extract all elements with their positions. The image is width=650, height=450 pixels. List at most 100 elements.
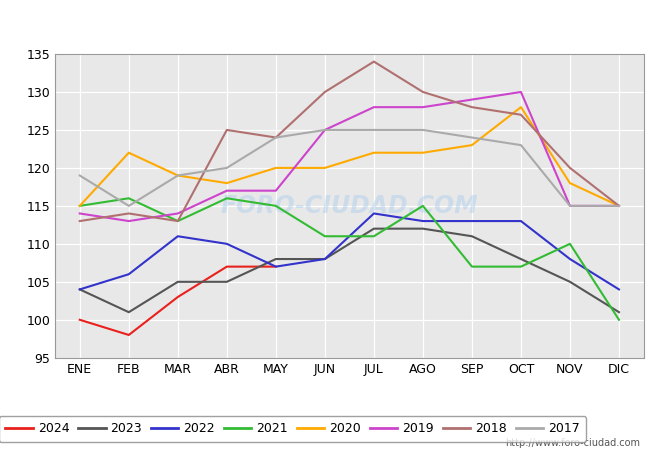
2022 <box>125 271 133 277</box>
2021 <box>517 264 525 269</box>
2018 <box>370 59 378 64</box>
2020 <box>615 203 623 209</box>
2017 <box>419 127 427 133</box>
Text: FORO-CIUDAD.COM: FORO-CIUDAD.COM <box>220 194 478 218</box>
2022 <box>468 218 476 224</box>
Line: 2022: 2022 <box>80 213 619 289</box>
2017 <box>272 135 280 140</box>
2018 <box>223 127 231 133</box>
2024 <box>272 264 280 269</box>
2021 <box>223 196 231 201</box>
2019 <box>223 188 231 194</box>
2022 <box>615 287 623 292</box>
2022 <box>321 256 329 262</box>
2020 <box>566 180 574 186</box>
2019 <box>419 104 427 110</box>
2017 <box>370 127 378 133</box>
2017 <box>125 203 133 209</box>
2018 <box>468 104 476 110</box>
2022 <box>76 287 84 292</box>
Line: 2018: 2018 <box>80 62 619 221</box>
2019 <box>517 89 525 94</box>
Text: http://www.foro-ciudad.com: http://www.foro-ciudad.com <box>505 438 640 448</box>
2023 <box>125 310 133 315</box>
2021 <box>272 203 280 209</box>
2020 <box>223 180 231 186</box>
2019 <box>76 211 84 216</box>
2017 <box>615 203 623 209</box>
2023 <box>566 279 574 284</box>
2021 <box>174 218 182 224</box>
2022 <box>272 264 280 269</box>
Line: 2020: 2020 <box>80 107 619 206</box>
2017 <box>76 173 84 178</box>
2021 <box>125 196 133 201</box>
2023 <box>419 226 427 231</box>
2017 <box>174 173 182 178</box>
2017 <box>517 142 525 148</box>
2020 <box>517 104 525 110</box>
2020 <box>76 203 84 209</box>
2023 <box>370 226 378 231</box>
2017 <box>223 165 231 171</box>
2019 <box>468 97 476 102</box>
2019 <box>370 104 378 110</box>
2020 <box>125 150 133 155</box>
Legend: 2024, 2023, 2022, 2021, 2020, 2019, 2018, 2017: 2024, 2023, 2022, 2021, 2020, 2019, 2018… <box>0 416 586 441</box>
2018 <box>566 165 574 171</box>
2019 <box>125 218 133 224</box>
2021 <box>370 234 378 239</box>
2018 <box>615 203 623 209</box>
2024 <box>174 294 182 300</box>
2021 <box>419 203 427 209</box>
2017 <box>468 135 476 140</box>
2018 <box>517 112 525 117</box>
2022 <box>419 218 427 224</box>
2024 <box>223 264 231 269</box>
2021 <box>468 264 476 269</box>
2017 <box>566 203 574 209</box>
2023 <box>272 256 280 262</box>
2019 <box>566 203 574 209</box>
2020 <box>468 142 476 148</box>
Text: Afiliados en Herreruela de Oropesa a 31/5/2024: Afiliados en Herreruela de Oropesa a 31/… <box>127 14 523 33</box>
2023 <box>223 279 231 284</box>
2020 <box>272 165 280 171</box>
2022 <box>174 234 182 239</box>
2018 <box>125 211 133 216</box>
2018 <box>272 135 280 140</box>
2023 <box>468 234 476 239</box>
2021 <box>76 203 84 209</box>
2018 <box>76 218 84 224</box>
2022 <box>517 218 525 224</box>
2021 <box>566 241 574 247</box>
Line: 2021: 2021 <box>80 198 619 320</box>
2019 <box>174 211 182 216</box>
2019 <box>615 203 623 209</box>
2018 <box>174 218 182 224</box>
2023 <box>76 287 84 292</box>
2019 <box>321 127 329 133</box>
Line: 2019: 2019 <box>80 92 619 221</box>
2022 <box>566 256 574 262</box>
Line: 2024: 2024 <box>80 266 276 335</box>
2021 <box>321 234 329 239</box>
2022 <box>370 211 378 216</box>
Line: 2023: 2023 <box>80 229 619 312</box>
2020 <box>174 173 182 178</box>
2018 <box>321 89 329 94</box>
2017 <box>321 127 329 133</box>
2021 <box>615 317 623 323</box>
2022 <box>223 241 231 247</box>
2023 <box>174 279 182 284</box>
2023 <box>615 310 623 315</box>
2024 <box>76 317 84 323</box>
2024 <box>125 332 133 338</box>
Line: 2017: 2017 <box>80 130 619 206</box>
2023 <box>321 256 329 262</box>
2019 <box>272 188 280 194</box>
2020 <box>370 150 378 155</box>
2020 <box>419 150 427 155</box>
2020 <box>321 165 329 171</box>
2023 <box>517 256 525 262</box>
